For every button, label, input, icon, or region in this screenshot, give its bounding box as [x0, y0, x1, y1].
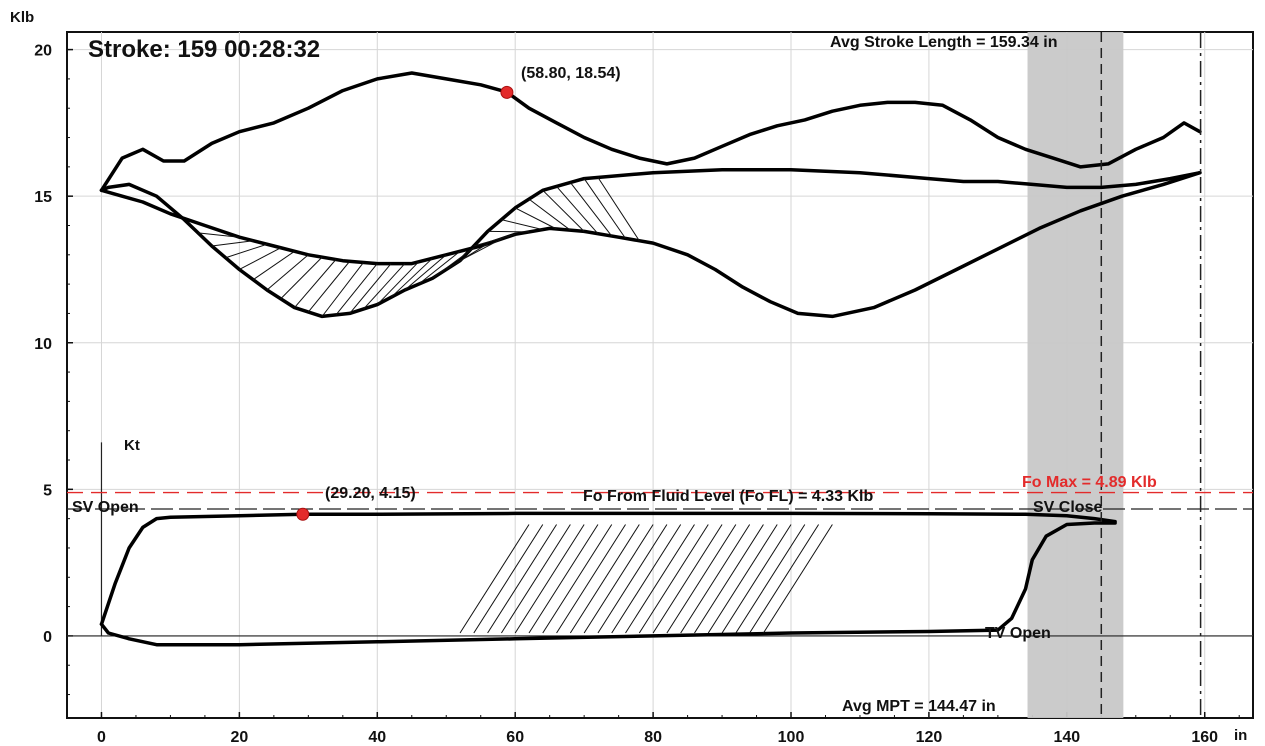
fo-fl-label: Fo From Fluid Level (Fo FL) = 4.33 Klb	[583, 488, 873, 505]
pump-transition-stroke	[473, 524, 544, 634]
sv-close-label: SV Close	[1033, 499, 1102, 516]
pump-transition-stroke	[749, 524, 820, 634]
series-line-pump-downstroke	[99, 521, 1117, 647]
x-tick-label: 40	[368, 729, 386, 746]
series-transition-stroke	[307, 260, 351, 313]
series-transition-stroke	[514, 207, 557, 230]
marker-label-lower: (29.20, 4.15)	[325, 485, 416, 502]
secondary-axis-unit-label: Kt	[124, 437, 140, 454]
shaded-region	[1027, 32, 1124, 718]
series-transition-stroke	[390, 257, 433, 298]
pump-transition-stroke	[487, 524, 557, 634]
markers-layer	[296, 85, 514, 521]
series-transition-stroke	[459, 238, 502, 262]
reference-lines-layer	[67, 32, 1253, 718]
y-tick-label: 0	[43, 629, 52, 646]
pump-transition-stroke	[542, 524, 613, 634]
pump-transition-stroke	[569, 524, 640, 634]
avg-mpt-label: Avg MPT = 144.47 in	[842, 698, 996, 715]
series-transition-stroke	[225, 243, 268, 259]
pump-transition-stroke	[707, 524, 778, 634]
series-line-surface-upstroke	[99, 71, 1202, 193]
pump-transition-stroke	[556, 524, 626, 634]
pump-transition-stroke	[528, 524, 599, 634]
series-transition-stroke	[556, 186, 599, 235]
pump-transition-stroke	[514, 524, 585, 634]
x-tick-label: 0	[97, 729, 106, 746]
series-transition-stroke	[252, 250, 295, 281]
series-line-surface-downstroke-high	[99, 168, 1202, 319]
series-transition-stroke	[528, 198, 571, 231]
x-tick-label: 100	[778, 729, 805, 746]
marker-point-1	[296, 507, 310, 521]
x-tick-label: 160	[1191, 729, 1218, 746]
series-transition-stroke	[349, 263, 392, 314]
x-tick-label: 120	[916, 729, 943, 746]
y-tick-label: 5	[43, 482, 52, 499]
tick-labels-layer: 0 20 40 60 80 100 120 140 160 0 5 10 15 20	[34, 43, 1218, 746]
y-tick-label: 10	[34, 336, 52, 353]
series-transition-stroke	[597, 177, 640, 242]
series-line-pump-upstroke	[99, 511, 1117, 626]
shaded-region-layer	[1027, 32, 1124, 718]
x-axis-unit-label: in	[1234, 727, 1247, 744]
plot-frame	[66, 31, 1254, 719]
series-transition-stroke	[487, 230, 529, 233]
x-tick-label: 60	[506, 729, 524, 746]
series-layer	[99, 71, 1202, 647]
pump-transition-stroke	[763, 524, 833, 634]
series-transition-stroke	[376, 261, 420, 305]
series-transition-stroke	[404, 254, 447, 291]
marker-point-0	[500, 85, 514, 99]
series-transition-stroke	[197, 232, 240, 238]
pump-transition-stroke	[721, 524, 792, 634]
x-tick-label: 140	[1053, 729, 1080, 746]
series-transition-stroke	[418, 250, 461, 285]
pump-transition-stroke	[666, 524, 737, 634]
y-tick-label: 15	[34, 189, 52, 206]
sv-open-label: SV Open	[72, 499, 139, 516]
series-transition-stroke	[363, 263, 406, 310]
y-axis-unit-label: Klb	[10, 9, 34, 26]
series-transition-stroke	[432, 247, 475, 279]
marker-label-upper: (58.80, 18.54)	[521, 65, 621, 82]
pump-transition-stroke	[583, 524, 654, 634]
fo-max-label: Fo Max = 4.89 Klb	[1022, 474, 1157, 491]
pump-transition-stroke	[597, 524, 668, 634]
stroke-title: Stroke: 159 00:28:32	[88, 36, 320, 63]
series-transition-stroke	[501, 219, 543, 231]
series-transition-stroke	[473, 233, 516, 247]
avg-stroke-length-label: Avg Stroke Length = 159.34 in	[830, 34, 1057, 51]
series-transition-stroke	[335, 263, 378, 316]
series-transition-stroke	[569, 182, 613, 237]
pump-transition-stroke	[625, 524, 695, 634]
pump-transition-stroke	[459, 524, 530, 634]
series-transition-stroke	[266, 254, 309, 291]
pump-transition-stroke	[694, 524, 764, 634]
y-tick-label: 20	[34, 43, 52, 60]
pump-transition-stroke	[652, 524, 723, 634]
series-transition-stroke	[280, 256, 323, 300]
series-line-surface-downstroke-low	[99, 170, 1202, 319]
series-transition-stroke	[542, 189, 585, 232]
series-transition-stroke	[583, 178, 626, 239]
series-transition-stroke	[211, 240, 254, 247]
pump-transition-stroke	[638, 524, 709, 634]
x-tick-label: 80	[644, 729, 662, 746]
series-transition-stroke	[294, 259, 337, 308]
pump-transition-stroke	[735, 524, 806, 634]
series-transition-stroke	[239, 247, 281, 270]
pump-transition-stroke	[611, 524, 682, 634]
series-transition-stroke	[321, 262, 364, 317]
pump-transition-stroke	[680, 524, 751, 634]
pump-transition-stroke	[500, 524, 571, 634]
x-tick-label: 20	[230, 729, 248, 746]
tv-open-label: TV Open	[985, 625, 1051, 642]
